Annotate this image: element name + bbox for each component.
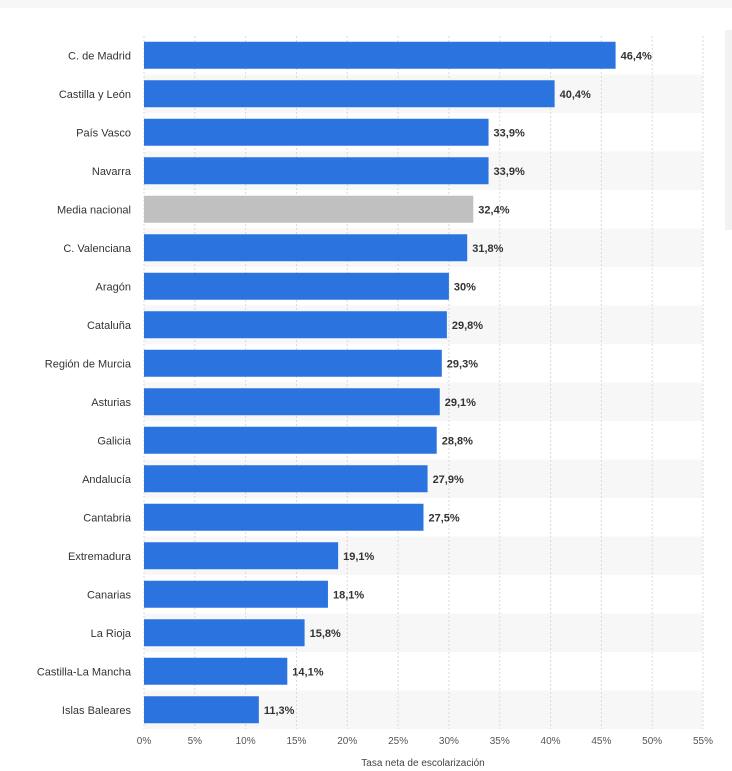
bar	[144, 388, 440, 416]
x-axis-ticks: 0% 5% 10% 15% 20% 25% 30% 35% 40% 45% 50% 55%	[137, 736, 713, 747]
side-panel-edge	[725, 30, 732, 230]
value-label: 29,1%	[445, 397, 476, 409]
x-tick-label: 50%	[642, 736, 662, 747]
bar	[144, 157, 489, 185]
category-label: Galicia	[97, 435, 132, 447]
value-label: 40,4%	[560, 89, 591, 101]
value-labels: 46,4% 40,4% 33,9% 33,9% 32,4% 31,8% 30% 29,8% 29…	[264, 50, 652, 717]
value-label: 31,8%	[472, 243, 503, 255]
category-label: País Vasco	[76, 127, 131, 139]
value-label: 14,1%	[292, 666, 323, 678]
x-tick-label: 10%	[236, 736, 256, 747]
category-label: C. Valenciana	[63, 243, 132, 255]
bar	[144, 580, 328, 608]
category-label: Islas Baleares	[62, 705, 132, 717]
value-label: 33,9%	[494, 166, 525, 178]
x-axis-title: Tasa neta de escolarización	[361, 758, 484, 769]
x-tick-label: 5%	[188, 736, 203, 747]
bar	[144, 657, 288, 685]
x-tick-label: 15%	[286, 736, 306, 747]
gridlines	[143, 36, 704, 729]
value-label: 33,9%	[494, 127, 525, 139]
category-label: Andalucía	[82, 474, 132, 486]
category-label: Canarias	[87, 589, 132, 601]
value-label: 19,1%	[343, 551, 374, 563]
bar	[144, 311, 447, 339]
bar	[144, 542, 339, 570]
bar	[144, 80, 555, 108]
category-label: Aragón	[96, 281, 131, 293]
x-tick-label: 55%	[693, 736, 713, 747]
bar	[144, 426, 437, 454]
x-tick-label: 0%	[137, 736, 152, 747]
category-labels: C. de Madrid Castilla y León País Vasco Nav…	[37, 50, 132, 717]
value-label: 28,8%	[442, 435, 473, 447]
category-label: Media nacional	[57, 204, 131, 216]
x-tick-label: 35%	[490, 736, 510, 747]
category-label: Castilla-La Mancha	[37, 666, 132, 678]
value-label: 11,3%	[264, 705, 295, 717]
category-label: Castilla y León	[59, 89, 131, 101]
x-tick-label: 40%	[541, 736, 561, 747]
bar	[144, 41, 616, 69]
x-tick-label: 25%	[388, 736, 408, 747]
category-label: Navarra	[92, 166, 132, 178]
bar	[144, 272, 449, 300]
x-tick-label: 30%	[439, 736, 459, 747]
bar	[144, 118, 489, 146]
value-label: 32,4%	[478, 204, 509, 216]
value-label: 18,1%	[333, 589, 364, 601]
x-tick-label: 20%	[337, 736, 357, 747]
bar	[144, 195, 474, 223]
bar	[144, 696, 259, 724]
value-label: 29,3%	[447, 358, 478, 370]
category-label: Región de Murcia	[45, 358, 132, 370]
value-label: 30%	[454, 281, 476, 293]
bar	[144, 234, 468, 262]
value-label: 27,9%	[433, 474, 464, 486]
bar	[144, 503, 424, 531]
bars	[144, 41, 616, 724]
value-label: 27,5%	[429, 512, 460, 524]
value-label: 29,8%	[452, 320, 483, 332]
bar	[144, 465, 428, 493]
category-label: Cataluña	[87, 320, 132, 332]
category-label: Cantabria	[83, 512, 132, 524]
bar	[144, 349, 442, 377]
category-label: La Rioja	[91, 628, 132, 640]
value-label: 15,8%	[310, 628, 341, 640]
category-label: Asturias	[91, 397, 131, 409]
category-label: C. de Madrid	[68, 50, 131, 62]
category-label: Extremadura	[68, 551, 132, 563]
x-tick-label: 45%	[591, 736, 611, 747]
top-border	[0, 0, 732, 8]
bar	[144, 619, 305, 647]
value-label: 46,4%	[621, 50, 652, 62]
